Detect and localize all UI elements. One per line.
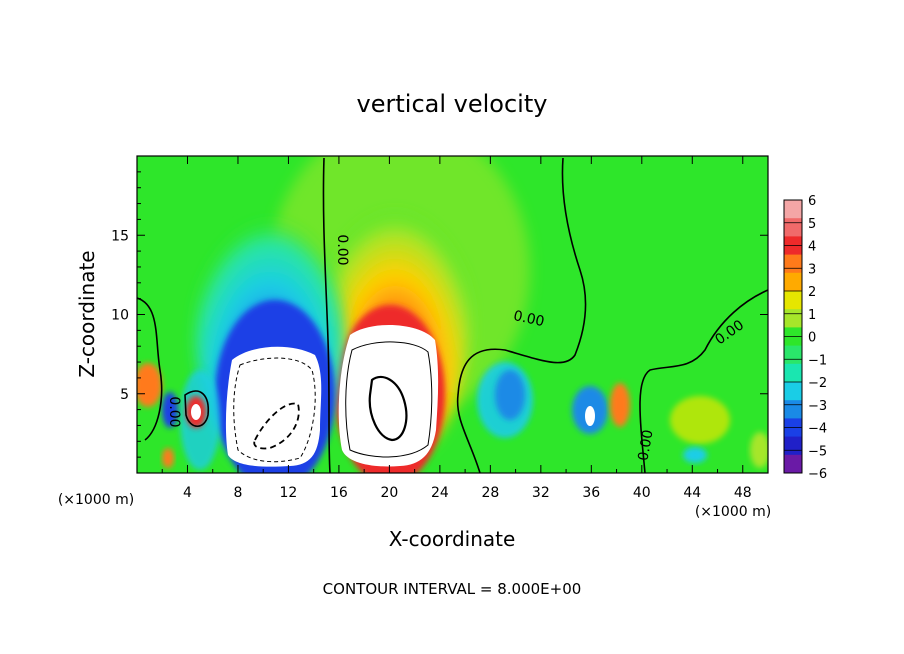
- far-right-cyan: [683, 447, 707, 463]
- contour-label-5: 0.00: [635, 429, 656, 462]
- colorbar-swatch-5: [784, 291, 802, 310]
- plot-field: 0.00 0.00 0.00 0.00 0.00: [137, 156, 768, 473]
- colorbar-swatch-10: [784, 382, 802, 401]
- y-axis: 5 10 15: [111, 171, 768, 458]
- x-unit-label-left: (×1000 m): [58, 492, 134, 508]
- colorbar-swatch-1: [784, 218, 802, 237]
- colorbar-label-1: 5: [808, 217, 816, 232]
- contour-label-1: 0.00: [334, 234, 350, 265]
- x-tick-label-2: 12: [280, 485, 298, 501]
- colorbar-swatch-3: [784, 254, 802, 274]
- colorbar-label-6: 0: [808, 331, 816, 346]
- colorbar-label-5: 1: [808, 308, 816, 323]
- colorbar-label-4: 2: [808, 285, 816, 300]
- colorbar-label-12: −6: [808, 467, 827, 482]
- x-tick-label-8: 36: [582, 485, 600, 501]
- x-tick-label-3: 16: [330, 485, 348, 501]
- x-tick-label-1: 8: [233, 485, 242, 501]
- downdraft-core: [225, 346, 322, 467]
- contour-label-4: 0.00: [166, 396, 182, 427]
- updraft-contour-inner: [368, 375, 408, 442]
- right-orange-cell: [610, 383, 630, 427]
- x-tick-label-4: 20: [380, 485, 398, 501]
- small-orange-cell: [162, 448, 174, 468]
- edge-green: [750, 432, 768, 468]
- colorbar-label-3: 3: [808, 262, 816, 277]
- y-tick-label-1: 10: [111, 308, 129, 324]
- zero-contour-small: [184, 390, 210, 428]
- colorbar-label-0: 6: [808, 194, 816, 209]
- colorbar-label-2: 4: [808, 240, 816, 255]
- contour-label-group: 0.00 0.00 0.00 0.00 0.00: [166, 234, 747, 462]
- colorbar-swatch-13: [784, 436, 802, 456]
- colorbar-label-9: −3: [808, 399, 827, 414]
- zero-contour-left: [322, 157, 331, 473]
- right-white-cell: [585, 406, 595, 426]
- colorbar-swatch-9: [784, 363, 802, 383]
- updraft-core: [338, 324, 439, 467]
- colorbar-swatch-4: [784, 272, 802, 292]
- downdraft-contour-outer: [233, 357, 316, 463]
- colorbar-swatch-14: [784, 454, 802, 474]
- chart-title: vertical velocity: [357, 90, 548, 118]
- updraft-contour-outer: [345, 341, 433, 458]
- x-tick-label-11: 48: [734, 485, 752, 501]
- y-axis-label: Z-coordinate: [75, 250, 99, 377]
- colorbar-label-7: −1: [808, 353, 827, 368]
- x-axis-label: X-coordinate: [389, 527, 516, 551]
- colorbar-label-10: −4: [808, 422, 827, 437]
- left-updraft: [137, 363, 162, 407]
- zero-contour-left-edge: [137, 297, 163, 441]
- small-white-cell: [191, 404, 201, 420]
- x-tick-label-0: 4: [183, 485, 192, 501]
- zero-contour-right: [456, 157, 587, 473]
- x-unit-label-right: (×1000 m): [695, 504, 771, 520]
- far-right-yellow: [670, 396, 730, 444]
- x-tick-label-5: 24: [431, 485, 449, 501]
- x-tick-label-7: 32: [532, 485, 550, 501]
- colorbar-swatch-6: [784, 309, 802, 328]
- y-tick-label-2: 15: [111, 228, 129, 244]
- zero-contours: [137, 157, 768, 473]
- colorbar-swatch-0: [784, 200, 802, 219]
- mid-blue-cells: [495, 370, 525, 420]
- colorbar-label-11: −5: [808, 444, 827, 459]
- small-blue-cell: [162, 392, 178, 428]
- x-axis: 4 8 12 16 20 24 28 32 36 40 44 48: [161, 156, 752, 501]
- x-tick-label-10: 44: [683, 485, 701, 501]
- contour-interval: CONTOUR INTERVAL = 8.000E+00: [323, 580, 582, 598]
- x-tick-label-9: 40: [633, 485, 651, 501]
- contour-label-2: 0.00: [512, 308, 546, 330]
- colorbar-label-8: −2: [808, 376, 827, 391]
- colorbar: 6 5 4 3 2 1 0 −1 −2 −3 −4 −5 −6: [783, 194, 827, 482]
- y-tick-label-0: 5: [120, 387, 129, 403]
- colorbar-swatch-8: [784, 345, 802, 365]
- x-tick-label-6: 28: [481, 485, 499, 501]
- colorbar-swatch-11: [784, 400, 802, 419]
- zero-contour-far-right: [639, 289, 768, 473]
- downdraft-contour-inner: [253, 402, 300, 450]
